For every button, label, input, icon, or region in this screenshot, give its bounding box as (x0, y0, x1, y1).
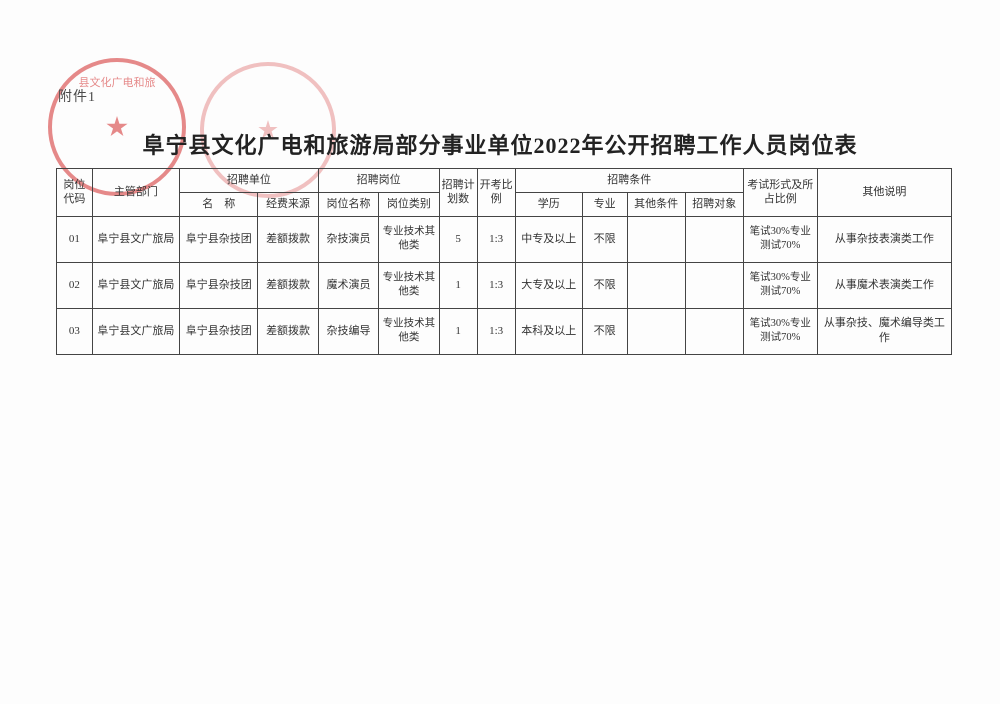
cell-unit-name: 阜宁县杂技团 (180, 308, 258, 354)
cell-post-type: 专业技术其他类 (379, 216, 439, 262)
cell-edu: 中专及以上 (515, 216, 582, 262)
cell-post-type: 专业技术其他类 (379, 308, 439, 354)
cell-count: 5 (439, 216, 477, 262)
th-plan-count: 招聘计划数 (439, 169, 477, 217)
table-body: 01 阜宁县文广旅局 阜宁县杂技团 差额拨款 杂技演员 专业技术其他类 5 1:… (57, 216, 952, 354)
th-remark: 其他说明 (817, 169, 951, 217)
cell-fund: 差额拨款 (258, 216, 318, 262)
cell-other-cond (627, 216, 685, 262)
table-row: 03 阜宁县文广旅局 阜宁县杂技团 差额拨款 杂技编导 专业技术其他类 1 1:… (57, 308, 952, 354)
cell-ratio: 1:3 (477, 216, 515, 262)
cell-dept: 阜宁县文广旅局 (92, 308, 179, 354)
th-unit-fund: 经费来源 (258, 192, 318, 216)
cell-exam-form: 笔试30%专业测试70% (743, 262, 817, 308)
cell-code: 03 (57, 308, 93, 354)
cell-count: 1 (439, 308, 477, 354)
cell-fund: 差额拨款 (258, 308, 318, 354)
cell-dept: 阜宁县文广旅局 (92, 262, 179, 308)
cell-ratio: 1:3 (477, 308, 515, 354)
cell-major: 不限 (582, 262, 627, 308)
cell-other-cond (627, 308, 685, 354)
cell-code: 02 (57, 262, 93, 308)
cell-edu: 本科及以上 (515, 308, 582, 354)
cell-remark: 从事杂技表演类工作 (817, 216, 951, 262)
cell-dept: 阜宁县文广旅局 (92, 216, 179, 262)
cell-other-cond (627, 262, 685, 308)
th-conditions: 招聘条件 (515, 169, 743, 193)
table-row: 01 阜宁县文广旅局 阜宁县杂技团 差额拨款 杂技演员 专业技术其他类 5 1:… (57, 216, 952, 262)
th-exam-form: 考试形式及所占比例 (743, 169, 817, 217)
page: 县文化广电和旅 附件1 阜宁县文化广电和旅游局部分事业单位2022年公开招聘工作… (0, 0, 1000, 704)
page-title: 阜宁县文化广电和旅游局部分事业单位2022年公开招聘工作人员岗位表 (0, 128, 1000, 160)
cell-fund: 差额拨款 (258, 262, 318, 308)
th-recruit-unit: 招聘单位 (180, 169, 319, 193)
cell-exam-form: 笔试30%专业测试70% (743, 308, 817, 354)
positions-table: 岗位代码 主管部门 招聘单位 招聘岗位 招聘计划数 开考比例 招聘条件 考试形式… (56, 168, 952, 355)
cell-remark: 从事杂技、魔术编导类工作 (817, 308, 951, 354)
cell-remark: 从事魔术表演类工作 (817, 262, 951, 308)
cell-ratio: 1:3 (477, 262, 515, 308)
th-recruit-post: 招聘岗位 (318, 169, 439, 193)
cell-post-name: 魔术演员 (318, 262, 378, 308)
th-unit-name: 名 称 (180, 192, 258, 216)
cell-target (685, 262, 743, 308)
cell-count: 1 (439, 262, 477, 308)
th-edu: 学历 (515, 192, 582, 216)
cell-target (685, 216, 743, 262)
cell-post-type: 专业技术其他类 (379, 262, 439, 308)
th-exam-ratio: 开考比例 (477, 169, 515, 217)
th-major: 专业 (582, 192, 627, 216)
cell-major: 不限 (582, 216, 627, 262)
cell-code: 01 (57, 216, 93, 262)
cell-target (685, 308, 743, 354)
positions-table-wrap: 岗位代码 主管部门 招聘单位 招聘岗位 招聘计划数 开考比例 招聘条件 考试形式… (56, 168, 952, 355)
th-target: 招聘对象 (685, 192, 743, 216)
cell-post-name: 杂技演员 (318, 216, 378, 262)
attachment-label: 附件1 (58, 86, 96, 106)
cell-exam-form: 笔试30%专业测试70% (743, 216, 817, 262)
th-other-cond: 其他条件 (627, 192, 685, 216)
cell-post-name: 杂技编导 (318, 308, 378, 354)
cell-major: 不限 (582, 308, 627, 354)
th-post-type: 岗位类别 (379, 192, 439, 216)
th-dept: 主管部门 (92, 169, 179, 217)
cell-unit-name: 阜宁县杂技团 (180, 216, 258, 262)
th-post-name: 岗位名称 (318, 192, 378, 216)
cell-unit-name: 阜宁县杂技团 (180, 262, 258, 308)
cell-edu: 大专及以上 (515, 262, 582, 308)
table-row: 02 阜宁县文广旅局 阜宁县杂技团 差额拨款 魔术演员 专业技术其他类 1 1:… (57, 262, 952, 308)
th-post-code: 岗位代码 (57, 169, 93, 217)
